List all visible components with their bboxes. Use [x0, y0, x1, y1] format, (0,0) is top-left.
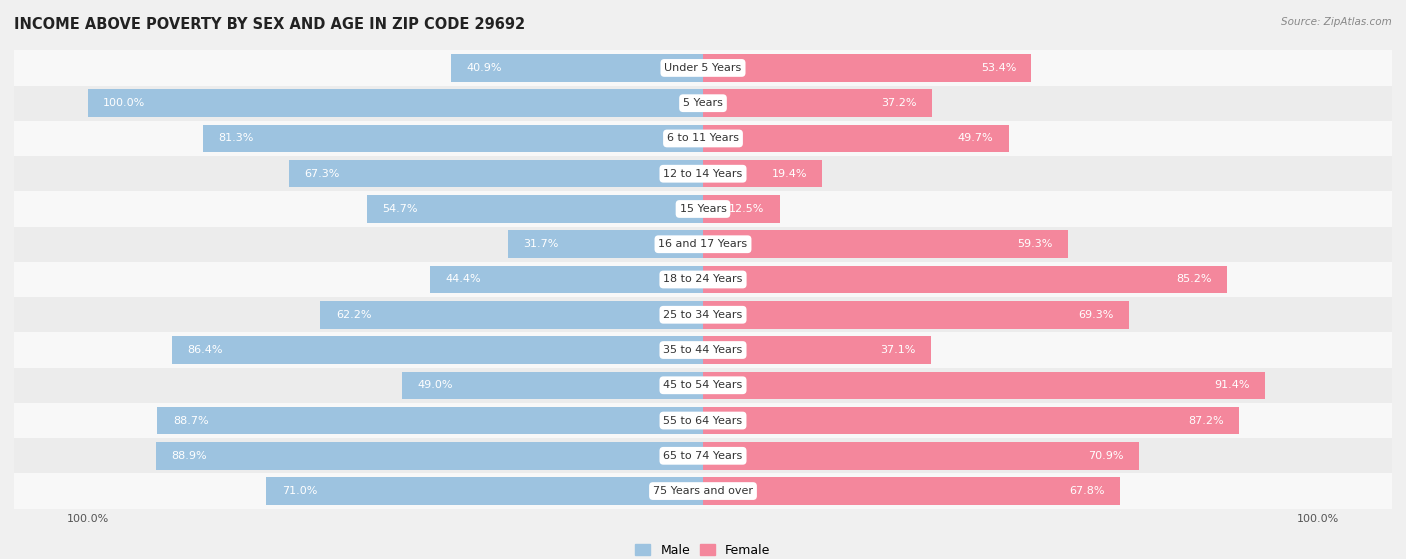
Text: 35 to 44 Years: 35 to 44 Years: [664, 345, 742, 355]
Bar: [703, 301, 1129, 329]
Text: 88.7%: 88.7%: [173, 415, 208, 425]
Bar: [172, 337, 703, 364]
Bar: [266, 477, 703, 505]
Bar: [703, 125, 1008, 152]
Bar: [202, 125, 703, 152]
Bar: [508, 230, 703, 258]
Bar: [703, 195, 780, 222]
Bar: [157, 407, 703, 434]
Text: INCOME ABOVE POVERTY BY SEX AND AGE IN ZIP CODE 29692: INCOME ABOVE POVERTY BY SEX AND AGE IN Z…: [14, 17, 526, 32]
Text: 91.4%: 91.4%: [1215, 380, 1250, 390]
Text: 85.2%: 85.2%: [1177, 274, 1212, 285]
Text: 69.3%: 69.3%: [1078, 310, 1114, 320]
Text: 49.7%: 49.7%: [957, 134, 993, 144]
FancyBboxPatch shape: [0, 333, 1406, 368]
Text: 53.4%: 53.4%: [981, 63, 1017, 73]
FancyBboxPatch shape: [0, 438, 1406, 473]
Text: 16 and 17 Years: 16 and 17 Years: [658, 239, 748, 249]
FancyBboxPatch shape: [0, 403, 1406, 438]
Text: 25 to 34 Years: 25 to 34 Years: [664, 310, 742, 320]
Bar: [367, 195, 703, 222]
FancyBboxPatch shape: [0, 156, 1406, 191]
Text: 59.3%: 59.3%: [1017, 239, 1052, 249]
Bar: [703, 230, 1067, 258]
Text: 65 to 74 Years: 65 to 74 Years: [664, 451, 742, 461]
FancyBboxPatch shape: [0, 50, 1406, 86]
Text: 31.7%: 31.7%: [523, 239, 558, 249]
Text: 70.9%: 70.9%: [1088, 451, 1123, 461]
FancyBboxPatch shape: [0, 191, 1406, 226]
Text: Under 5 Years: Under 5 Years: [665, 63, 741, 73]
Text: 12 to 14 Years: 12 to 14 Years: [664, 169, 742, 179]
Bar: [87, 89, 703, 117]
Bar: [703, 54, 1032, 82]
Bar: [703, 477, 1121, 505]
Text: 19.4%: 19.4%: [772, 169, 807, 179]
Bar: [703, 337, 931, 364]
Text: 49.0%: 49.0%: [418, 380, 453, 390]
Text: 67.3%: 67.3%: [304, 169, 340, 179]
Bar: [703, 89, 932, 117]
Text: 88.9%: 88.9%: [172, 451, 207, 461]
Bar: [703, 407, 1240, 434]
Bar: [156, 442, 703, 470]
Text: 37.1%: 37.1%: [880, 345, 915, 355]
Text: 45 to 54 Years: 45 to 54 Years: [664, 380, 742, 390]
Bar: [290, 160, 703, 187]
Text: 15 Years: 15 Years: [679, 204, 727, 214]
Text: 55 to 64 Years: 55 to 64 Years: [664, 415, 742, 425]
Bar: [703, 266, 1227, 293]
Text: 87.2%: 87.2%: [1188, 415, 1225, 425]
FancyBboxPatch shape: [0, 226, 1406, 262]
Text: 6 to 11 Years: 6 to 11 Years: [666, 134, 740, 144]
Text: 18 to 24 Years: 18 to 24 Years: [664, 274, 742, 285]
Text: 71.0%: 71.0%: [281, 486, 316, 496]
Bar: [703, 160, 823, 187]
Text: 62.2%: 62.2%: [336, 310, 371, 320]
Text: 54.7%: 54.7%: [382, 204, 418, 214]
Text: 100.0%: 100.0%: [103, 98, 145, 108]
Legend: Male, Female: Male, Female: [630, 539, 776, 559]
Bar: [703, 442, 1139, 470]
FancyBboxPatch shape: [0, 86, 1406, 121]
Bar: [703, 372, 1265, 399]
Text: 12.5%: 12.5%: [730, 204, 765, 214]
Bar: [321, 301, 703, 329]
FancyBboxPatch shape: [0, 297, 1406, 333]
Text: 44.4%: 44.4%: [446, 274, 481, 285]
FancyBboxPatch shape: [0, 262, 1406, 297]
Bar: [451, 54, 703, 82]
Text: 37.2%: 37.2%: [882, 98, 917, 108]
Bar: [402, 372, 703, 399]
Text: 86.4%: 86.4%: [187, 345, 222, 355]
Text: 81.3%: 81.3%: [218, 134, 253, 144]
Text: Source: ZipAtlas.com: Source: ZipAtlas.com: [1281, 17, 1392, 27]
FancyBboxPatch shape: [0, 121, 1406, 156]
Bar: [430, 266, 703, 293]
Text: 5 Years: 5 Years: [683, 98, 723, 108]
FancyBboxPatch shape: [0, 368, 1406, 403]
FancyBboxPatch shape: [0, 473, 1406, 509]
Text: 75 Years and over: 75 Years and over: [652, 486, 754, 496]
Text: 40.9%: 40.9%: [467, 63, 502, 73]
Text: 67.8%: 67.8%: [1069, 486, 1105, 496]
